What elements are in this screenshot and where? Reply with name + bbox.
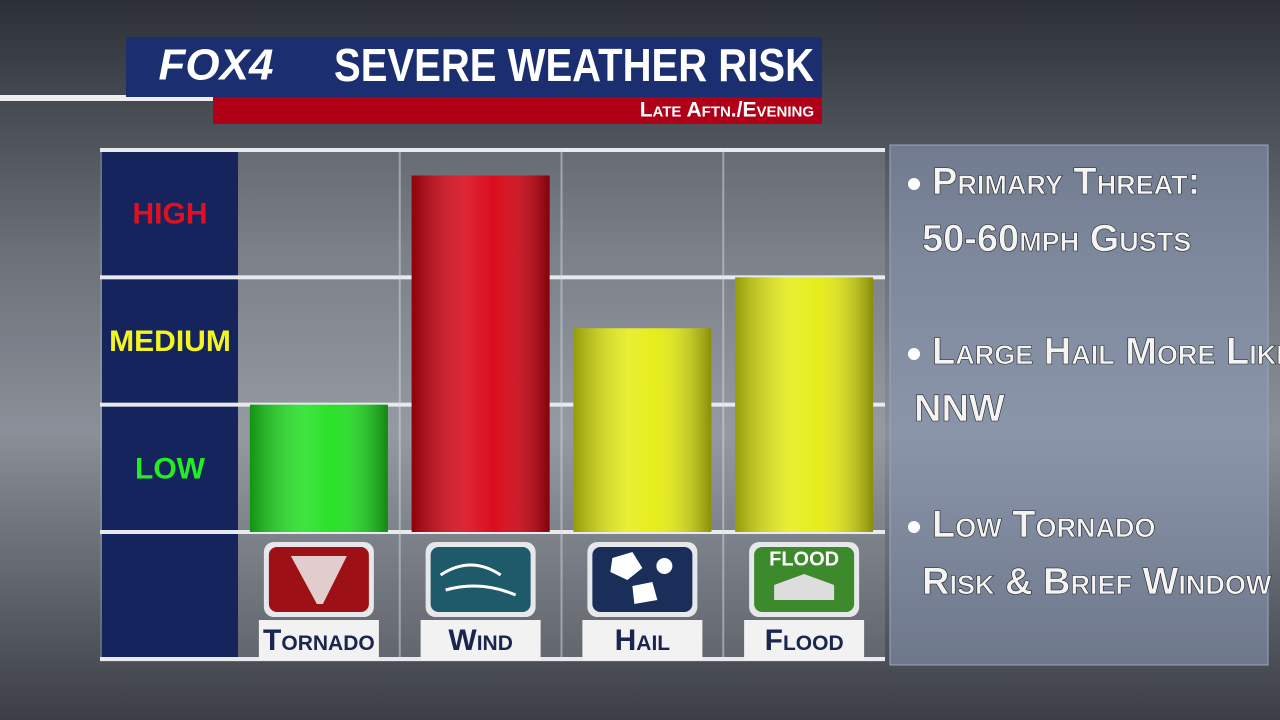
x-tick-label: Hail [615, 624, 671, 657]
flood-house [774, 574, 835, 600]
x-tick-label: Tornado [263, 624, 375, 657]
note-line: Risk & Brief Window [922, 561, 1272, 603]
wind-shape [439, 563, 517, 597]
icon-label: FLOOD [769, 548, 839, 570]
bar-shade [735, 277, 874, 532]
subtitle-bar [213, 97, 822, 124]
title-bar [126, 37, 822, 97]
note-line: Low Tornado [932, 504, 1155, 546]
column-line [722, 150, 725, 658]
bullet [908, 521, 920, 533]
category-box [744, 620, 865, 660]
x-tick-label: Flood [765, 624, 844, 657]
category-box [420, 620, 541, 660]
y-tick-label: LOW [135, 452, 206, 485]
category-box [582, 620, 703, 660]
notes: Primary Threat: 50-60mph Gusts Large Hail … [908, 161, 1280, 603]
title: SEVERE WEATHER RISK [334, 39, 814, 91]
note-line: Large Hail More Likely [932, 331, 1280, 373]
accent-line [0, 95, 215, 101]
hail-stone [610, 552, 643, 580]
hail-stone [632, 582, 658, 604]
column-line [560, 150, 563, 658]
bar-shade [573, 328, 712, 532]
bar-shade [249, 404, 388, 532]
notes-panel [889, 144, 1269, 666]
category-box [258, 620, 379, 660]
note-line: NNW [914, 388, 1005, 430]
subtitle: Late Aftn./Evening [640, 99, 814, 122]
bullet [908, 348, 920, 360]
y-tick-label: HIGH [133, 198, 208, 231]
bullet [908, 178, 920, 190]
note-line: 50-60mph Gusts [922, 218, 1191, 260]
y-tick-label: MEDIUM [109, 325, 231, 358]
logo: FOX4 [159, 41, 274, 90]
hail-stone [656, 558, 673, 574]
icon [430, 547, 531, 612]
x-tick-label: Wind [448, 624, 512, 657]
bar-shade [411, 175, 550, 532]
tornado-shape [290, 556, 347, 604]
column-line [398, 150, 401, 658]
band-line [100, 148, 885, 152]
note-line: Primary Threat: [932, 161, 1200, 203]
chart: LOW MEDIUM HIGH Tornado Wind Hail Flood FLOOD [100, 148, 885, 661]
